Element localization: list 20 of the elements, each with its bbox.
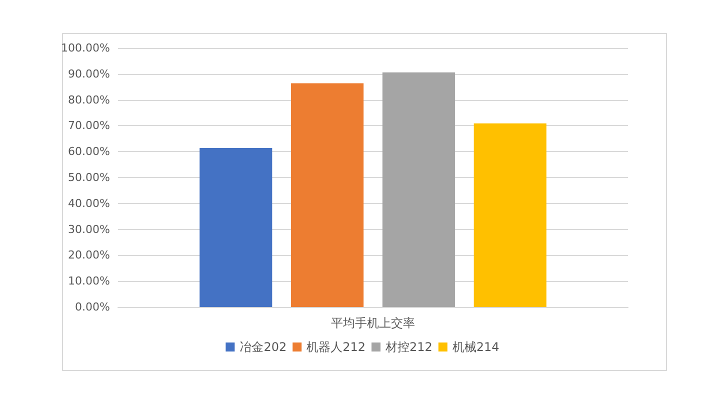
y-tick-label: 80.00%: [68, 93, 110, 106]
y-tick-label: 50.00%: [68, 171, 110, 184]
y-tick-label: 0.00%: [75, 300, 110, 314]
y-tick-label: 90.00%: [68, 67, 110, 80]
y-tick-label: 100.00%: [61, 42, 110, 54]
bar: [382, 72, 455, 307]
legend-label: 机器人212: [306, 340, 366, 354]
bar: [291, 83, 364, 307]
legend-label: 机械214: [452, 340, 500, 354]
bar: [200, 148, 272, 307]
y-tick-label: 70.00%: [68, 119, 110, 132]
x-tick-label: 平均手机上交率: [331, 316, 415, 330]
y-tick-label: 40.00%: [68, 196, 110, 210]
y-tick-label: 30.00%: [68, 222, 110, 236]
y-tick-label: 10.00%: [68, 274, 110, 288]
legend-label: 材控212: [384, 340, 432, 354]
y-tick-label: 20.00%: [68, 248, 110, 262]
legend-label: 冶金202: [240, 340, 287, 354]
y-tick-label: 60.00%: [68, 145, 110, 158]
bar: [474, 123, 546, 307]
